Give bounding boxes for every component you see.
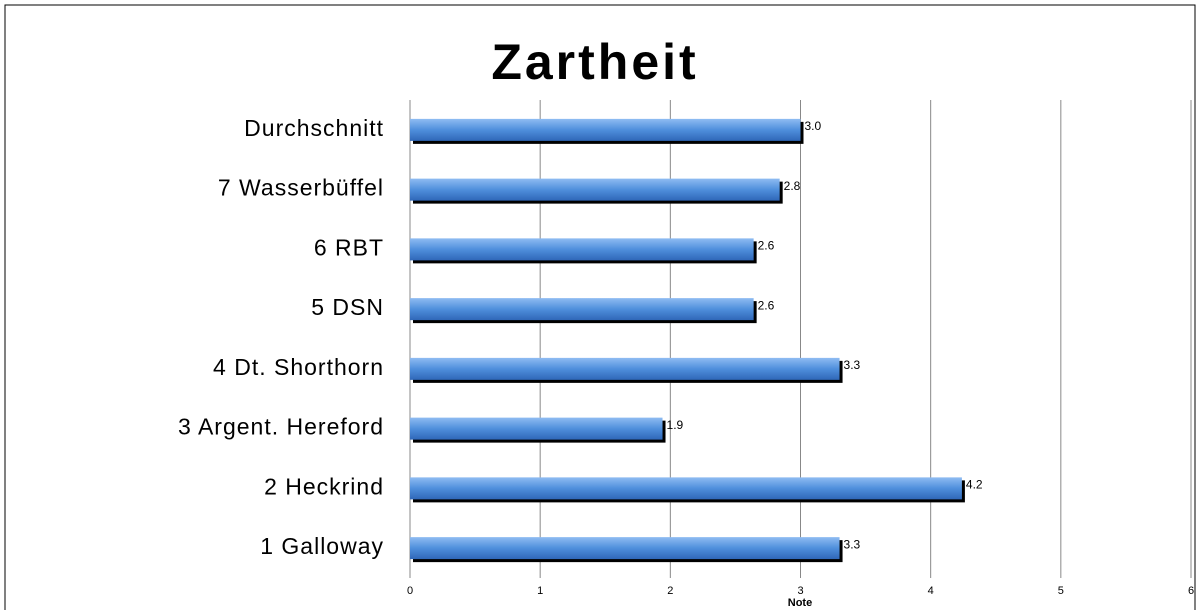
x-tick-label: 2 — [667, 585, 673, 597]
x-tick-label: 4 — [928, 585, 934, 597]
x-tick-label: 3 — [797, 585, 803, 597]
data-label: 4.2 — [966, 478, 983, 492]
y-tick-label: 2 Heckrind — [264, 473, 384, 499]
bar — [410, 298, 754, 321]
bar — [410, 537, 840, 560]
bar — [410, 118, 801, 141]
y-tick-label: 4 Dt. Shorthorn — [213, 354, 384, 380]
y-tick-label: Durchschnitt — [244, 115, 384, 141]
y-tick-label: 5 DSN — [311, 294, 384, 320]
bar — [410, 238, 754, 261]
x-tick-label: 1 — [537, 585, 543, 597]
x-tick-label: 5 — [1058, 585, 1064, 597]
y-tick-label: 6 RBT — [314, 234, 384, 260]
data-label: 1.9 — [667, 418, 684, 432]
data-label: 3.0 — [805, 119, 822, 133]
x-axis-label: Note — [788, 597, 812, 609]
data-label: 2.6 — [758, 239, 775, 253]
bar — [410, 178, 780, 201]
data-label: 2.6 — [758, 298, 775, 312]
x-tick-label: 0 — [407, 585, 413, 597]
data-label: 3.3 — [844, 537, 861, 551]
chart-frame — [4, 4, 1196, 610]
data-label: 2.8 — [784, 179, 801, 193]
y-tick-label: 3 Argent. Hereford — [178, 414, 384, 440]
chart-title: Zartheit — [491, 34, 698, 90]
bar — [410, 417, 663, 440]
data-label: 3.3 — [844, 358, 861, 372]
y-tick-label: 1 Galloway — [260, 533, 384, 559]
bar — [410, 357, 840, 380]
y-tick-label: 7 Wasserbüffel — [218, 175, 384, 201]
x-tick-label: 6 — [1188, 585, 1194, 597]
bar — [410, 477, 962, 500]
